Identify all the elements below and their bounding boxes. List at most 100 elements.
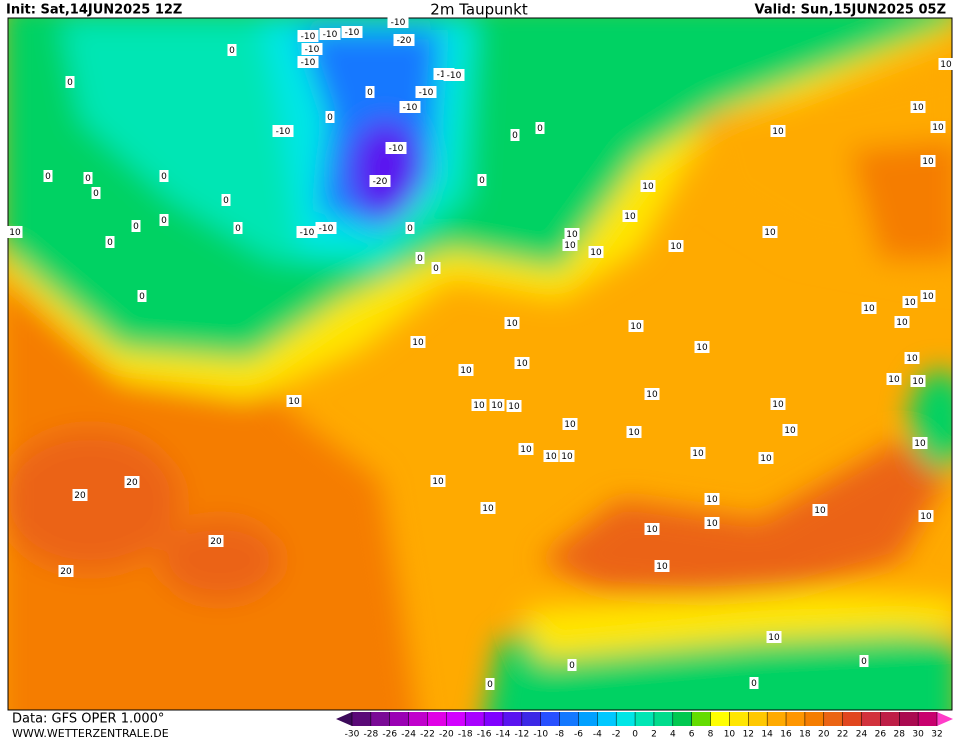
contour-label-box <box>506 400 522 412</box>
contour-label: -10 <box>345 28 360 38</box>
contour-label-box <box>393 34 415 46</box>
contour-label-box <box>749 677 759 689</box>
contour-label-box <box>640 180 656 192</box>
colorbar-arrow-high <box>937 712 953 726</box>
colorbar-swatch <box>880 712 900 726</box>
contour-label-box <box>938 58 954 70</box>
colorbar-swatch <box>899 712 919 726</box>
contour-label: 0 <box>161 216 167 226</box>
colorbar-swatch <box>804 712 825 726</box>
contour-label-box <box>105 236 115 248</box>
colorbar-tick-label: -18 <box>458 730 473 740</box>
colorbar-tick-label: -8 <box>555 730 564 740</box>
data-source: Data: GFS OPER 1.000° <box>12 712 164 727</box>
colorbar-swatch <box>389 712 410 726</box>
colorbar-swatch <box>578 712 598 726</box>
colorbar-swatch <box>427 712 447 726</box>
contour-label: -10 <box>389 144 404 154</box>
colorbar-swatch <box>710 712 730 726</box>
contour-label: 10 <box>9 228 21 238</box>
contour-label: 0 <box>133 222 139 232</box>
colorbar-swatch <box>408 712 428 726</box>
contour-label: -20 <box>373 177 388 187</box>
contour-label-box <box>920 290 936 302</box>
contour-label: 10 <box>772 400 784 410</box>
contour-label: 0 <box>93 189 99 199</box>
contour-label-box <box>920 155 936 167</box>
contour-label-box <box>430 475 446 487</box>
colorbar-tick-label: 26 <box>875 730 887 740</box>
colorbar-swatch <box>616 712 636 726</box>
contour-label-box <box>443 69 465 81</box>
contour-label: 10 <box>706 495 718 505</box>
contour-label: 10 <box>912 103 924 113</box>
colorbar-swatch <box>672 712 693 726</box>
contour-label-box <box>296 226 318 238</box>
contour-label: 0 <box>407 224 413 234</box>
contour-label: 10 <box>646 525 658 535</box>
contour-label: 0 <box>85 174 91 184</box>
contour-label-box <box>72 489 88 501</box>
contour-label-box <box>762 226 778 238</box>
contour-label-box <box>859 655 869 667</box>
contour-label: 10 <box>630 322 642 332</box>
contour-label-box <box>514 357 530 369</box>
colorbar-tick-label: 20 <box>818 730 830 740</box>
contour-label: 10 <box>564 420 576 430</box>
contour-label-box <box>782 424 798 436</box>
contour-label-box <box>43 170 53 182</box>
contour-label-box <box>562 239 578 251</box>
contour-label-box <box>504 317 520 329</box>
colorbar-tick-label: 8 <box>708 730 714 740</box>
contour-label-box <box>704 517 720 529</box>
colorbar-tick-label: 2 <box>651 730 657 740</box>
contour-label: 0 <box>512 131 518 141</box>
contour-label: -10 <box>300 228 315 238</box>
contour-label: 10 <box>564 241 576 251</box>
contour-label: 0 <box>235 224 241 234</box>
contour-label: 0 <box>569 661 575 671</box>
contour-label: 10 <box>642 182 654 192</box>
contour-label: -10 <box>305 45 320 55</box>
contour-label: 10 <box>628 428 640 438</box>
contour-label: 10 <box>624 212 636 222</box>
contour-label: 10 <box>506 319 518 329</box>
contour-label-box <box>770 125 786 137</box>
contour-label-box <box>518 443 534 455</box>
colorbar-tick-label: 12 <box>743 730 754 740</box>
contour-label: 0 <box>861 657 867 667</box>
contour-label: 10 <box>768 633 780 643</box>
contour-label-box <box>930 121 946 133</box>
contour-label-box <box>861 302 877 314</box>
contour-label: 0 <box>327 113 333 123</box>
colorbar-tick-label: 10 <box>724 730 736 740</box>
contour-label: 10 <box>932 123 944 133</box>
contour-label-box <box>159 214 169 226</box>
contour-label-box <box>910 375 926 387</box>
contour-label-box <box>415 252 425 264</box>
contour-label: 0 <box>229 46 235 56</box>
contour-label: 10 <box>646 390 658 400</box>
contour-label-box <box>480 502 496 514</box>
colorbar-tick-label: -16 <box>477 730 492 740</box>
contour-label: 10 <box>760 454 772 464</box>
colorbar-swatch <box>502 712 523 726</box>
contour-label-box <box>233 222 243 234</box>
colorbar-tick-label: 18 <box>799 730 811 740</box>
contour-label: 10 <box>590 248 602 258</box>
contour-label: 0 <box>487 680 493 690</box>
colorbar: -30 -28 -26 -24 -22 -20 -18 -16 -14 -12 -10 -8 -6 -4-… <box>336 712 953 740</box>
contour-label: 10 <box>692 449 704 459</box>
contour-label: 10 <box>920 512 932 522</box>
contour-label: -10 <box>391 18 406 28</box>
contour-label: -10 <box>301 32 316 42</box>
contour-label-box <box>458 364 474 376</box>
contour-label: 10 <box>561 452 573 462</box>
colorbar-swatch <box>465 712 485 726</box>
contour-label: 10 <box>288 397 300 407</box>
colorbar-swatch <box>729 712 749 726</box>
contour-label-box <box>588 246 604 258</box>
website: WWW.WETTERZENTRALE.DE <box>12 727 169 740</box>
